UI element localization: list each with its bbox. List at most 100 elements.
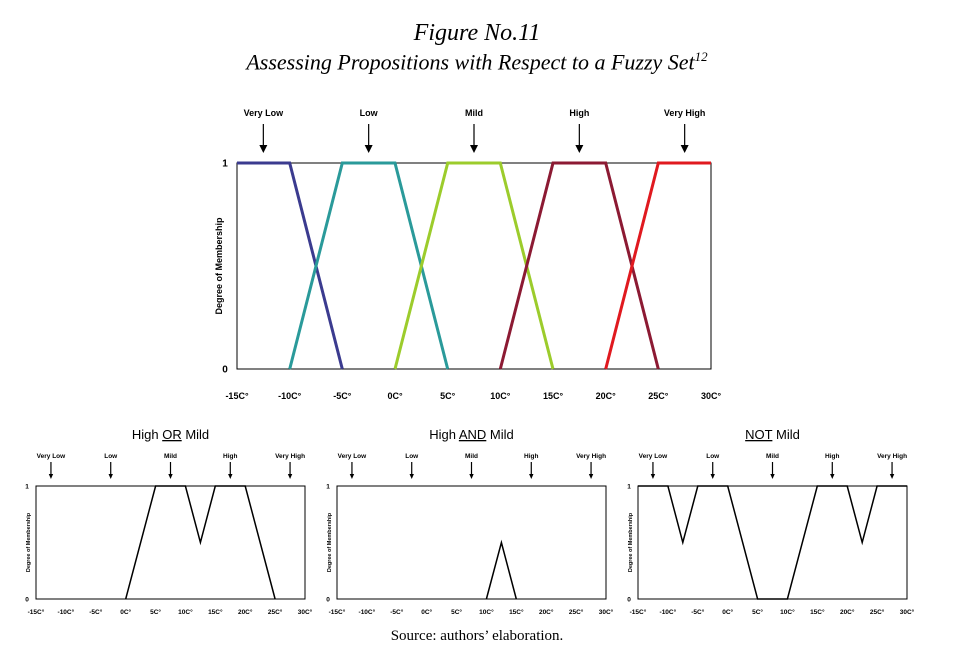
figure-subtitle: Assessing Propositions with Respect to a… — [0, 49, 954, 75]
series-line-very-high — [604, 161, 711, 370]
y-axis-label: Degree of Membership — [327, 512, 333, 572]
chart-title: High OR Mild — [132, 427, 209, 442]
chart-title-part: High — [429, 427, 459, 442]
chart-panel-0: Very Low Low Mild High Very High -15C° -10C° -5… — [214, 108, 721, 401]
x-tick-label: 0C° — [387, 391, 403, 401]
figure-subtitle-footnote: 12 — [694, 49, 708, 64]
set-label: Very Low — [37, 453, 66, 460]
x-tick-label: 30C° — [701, 391, 722, 401]
plot-frame — [637, 485, 908, 600]
set-label: Very Low — [244, 108, 285, 118]
set-arrow-head — [349, 474, 355, 479]
y-axis-label: Degree of Membership — [628, 512, 634, 572]
set-label: Very Low — [338, 453, 367, 460]
plot-frame — [35, 485, 306, 600]
x-tick-label: 15C° — [810, 608, 825, 616]
series-line-very-low — [237, 161, 344, 370]
y-tick-label: 0 — [222, 365, 228, 376]
x-tick-label: 5C° — [752, 608, 763, 616]
x-tick-label: -10C° — [58, 608, 75, 616]
y-tick-label: 1 — [222, 159, 228, 170]
x-tick-label: 25C° — [569, 608, 584, 616]
x-tick-label: 30C° — [900, 608, 915, 616]
source-note: Source: authors’ elaboration. — [390, 628, 564, 644]
set-label: Low — [360, 108, 379, 118]
chart-title-part: High — [132, 427, 162, 442]
figure-subtitle-text: Assessing Propositions with Respect to a… — [246, 49, 695, 75]
x-tick-label: 0C° — [421, 608, 432, 616]
chart-title-operator: NOT — [745, 427, 773, 442]
x-tick-label: 0C° — [722, 608, 733, 616]
set-label: Mild — [465, 453, 478, 460]
set-arrow-head — [588, 474, 594, 479]
series-line-high-and-mild — [485, 539, 518, 600]
x-tick-label: -15C° — [28, 608, 45, 616]
set-label: High — [524, 453, 538, 460]
x-tick-label: -15C° — [630, 608, 647, 616]
set-arrow-head — [259, 145, 268, 153]
y-tick-label: 0 — [627, 596, 631, 603]
x-tick-label: 20C° — [596, 391, 617, 401]
y-tick-label: 1 — [25, 483, 29, 490]
y-tick-label: 0 — [326, 596, 330, 603]
y-tick-label: 1 — [627, 483, 631, 490]
x-tick-label: 0C° — [120, 608, 131, 616]
figure-title: Figure No.11 — [413, 20, 541, 46]
set-label: High — [825, 453, 839, 460]
x-tick-label: -5C° — [390, 608, 403, 616]
x-tick-label: 10C° — [479, 608, 494, 616]
set-label: Mild — [164, 453, 177, 460]
x-tick-label: 25C° — [648, 391, 669, 401]
x-tick-label: 25C° — [870, 608, 885, 616]
set-arrow-head — [575, 145, 584, 153]
x-tick-label: 5C° — [440, 391, 456, 401]
x-tick-label: -10C° — [278, 391, 302, 401]
x-tick-label: 20C° — [840, 608, 855, 616]
x-tick-label: 15C° — [208, 608, 223, 616]
y-axis-label: Degree of Membership — [214, 217, 224, 315]
set-arrow-head — [108, 474, 113, 479]
set-arrow-head — [228, 474, 233, 479]
set-label: Mild — [465, 108, 483, 118]
set-label: High — [223, 453, 237, 460]
chart-title-operator: OR — [162, 427, 182, 442]
y-tick-label: 1 — [326, 483, 330, 490]
plot-frame — [336, 485, 607, 600]
set-arrow-head — [680, 145, 689, 153]
x-tick-label: 10C° — [780, 608, 795, 616]
x-tick-label: 20C° — [238, 608, 253, 616]
y-axis-label: Degree of Membership — [26, 512, 32, 572]
chart-title-part: Mild — [182, 427, 209, 442]
x-tick-label: 15C° — [509, 608, 524, 616]
x-tick-label: 5C° — [150, 608, 161, 616]
series-line-low — [288, 161, 450, 370]
chart-panel-1: High OR Mild Very Low Low Mild High Very High… — [25, 427, 312, 616]
set-label: Very Low — [639, 453, 668, 460]
chart-title-operator: AND — [459, 427, 486, 442]
set-label: Very High — [664, 108, 706, 118]
x-tick-label: 10C° — [490, 391, 511, 401]
x-tick-label: -10C° — [660, 608, 677, 616]
chart-title-part: Mild — [486, 427, 513, 442]
set-arrow-head — [650, 474, 656, 479]
set-arrow-head — [889, 474, 895, 479]
series-line-mild — [393, 161, 555, 370]
set-label: Very High — [877, 453, 907, 460]
set-label: Low — [104, 453, 118, 460]
set-arrow-head — [830, 474, 835, 479]
x-tick-label: -15C° — [225, 391, 249, 401]
set-label: Low — [405, 453, 419, 460]
set-arrow-head — [364, 145, 373, 153]
chart-title-part: Mild — [772, 427, 799, 442]
x-tick-label: 25C° — [268, 608, 283, 616]
set-arrow-head — [529, 474, 534, 479]
x-tick-label: 5C° — [451, 608, 462, 616]
set-label: Very High — [576, 453, 606, 460]
x-tick-label: 15C° — [543, 391, 564, 401]
set-arrow-head — [470, 145, 478, 153]
series-line-high-or-mild — [124, 485, 276, 600]
x-tick-label: -5C° — [89, 608, 102, 616]
x-tick-label: -5C° — [333, 391, 352, 401]
chart-title: High AND Mild — [429, 427, 514, 442]
chart-title: NOT Mild — [745, 427, 800, 442]
